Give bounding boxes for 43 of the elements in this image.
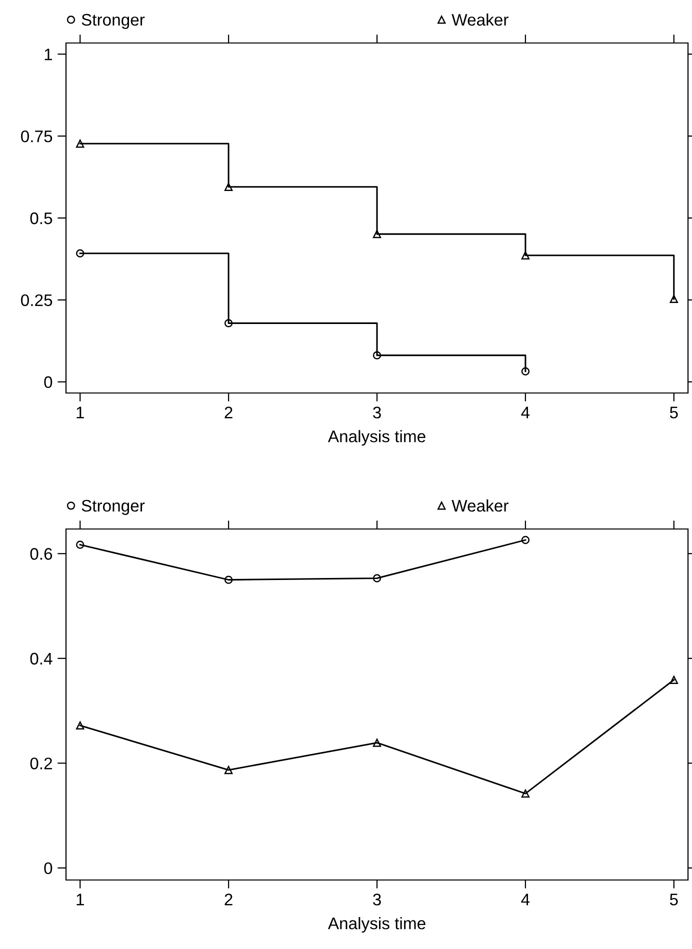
x-axis-title: Analysis time — [328, 430, 426, 446]
point — [521, 367, 530, 376]
point — [76, 540, 84, 549]
y-tick-label: 0 — [44, 376, 52, 388]
legend-label: Stronger — [82, 500, 145, 515]
y-tick-label: 0.5 — [30, 212, 52, 224]
point — [224, 766, 233, 774]
point — [76, 249, 84, 258]
x-axis-title: Analysis time — [328, 917, 426, 933]
x-tick-label: 1 — [76, 894, 84, 906]
point — [224, 576, 233, 584]
legend-label: Stronger — [82, 14, 145, 29]
y-tick-label: 0 — [44, 862, 52, 874]
x-tick-label: 3 — [373, 406, 381, 418]
point — [521, 251, 530, 260]
legend-label: Weaker — [452, 499, 508, 512]
y-tick-label: 0.2 — [30, 758, 52, 770]
x-tick-label: 4 — [521, 894, 530, 906]
point — [224, 319, 233, 328]
y-tick-label: 0.75 — [21, 130, 52, 142]
point — [372, 351, 382, 360]
point — [76, 140, 84, 148]
point — [521, 536, 530, 544]
y-tick-label: 0.4 — [30, 652, 52, 665]
y-tick-label: 0.25 — [21, 294, 52, 306]
point — [76, 721, 84, 730]
x-tick-label: 2 — [224, 406, 232, 418]
point — [670, 676, 678, 684]
x-tick-label: 5 — [670, 894, 678, 906]
x-tick-label: 4 — [521, 406, 530, 418]
x-tick-label: 3 — [373, 894, 381, 906]
point — [372, 738, 382, 747]
x-tick-label: 1 — [76, 406, 84, 418]
point — [670, 294, 678, 304]
point — [224, 182, 233, 191]
point — [372, 574, 382, 582]
x-tick-label: 5 — [670, 406, 678, 418]
x-tick-label: 2 — [224, 894, 232, 906]
legend-label: Weaker — [452, 13, 508, 26]
point — [521, 789, 530, 798]
point — [372, 230, 382, 238]
y-tick-label: 0.6 — [30, 548, 52, 560]
y-tick-label: 1 — [44, 48, 52, 60]
